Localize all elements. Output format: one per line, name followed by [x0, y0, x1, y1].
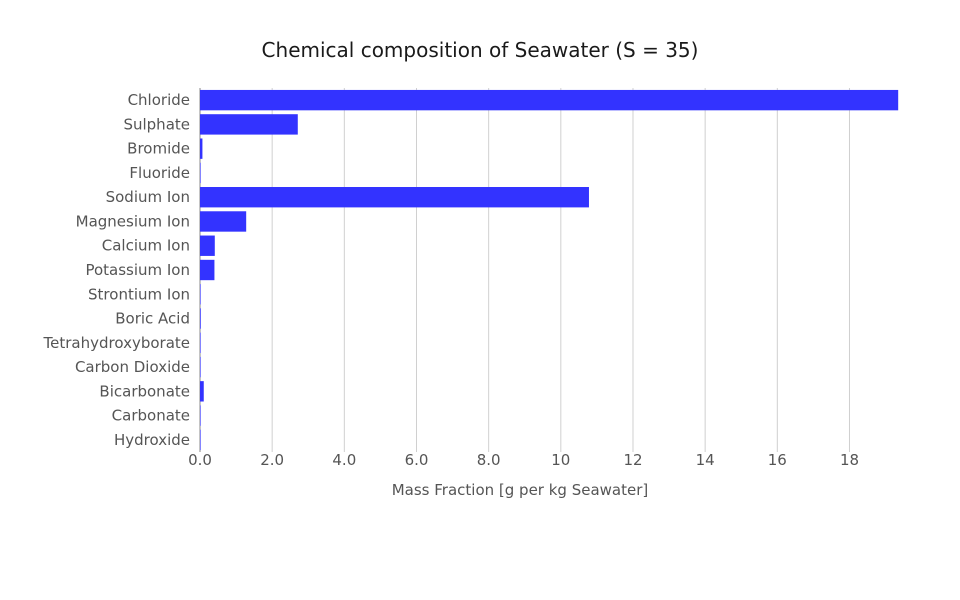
category-labels: Chloride Sulphate Bromide Fluoride Sodium Io… [43, 91, 190, 449]
x-tick-label: 18 [840, 451, 859, 469]
category-label: Carbonate [112, 407, 190, 425]
x-tick-labels: 0.0 2.0 4.0 6.0 8.0 10 12 14 16 18 [188, 451, 859, 469]
bar [200, 235, 215, 256]
category-label: Fluoride [129, 164, 190, 182]
bar [200, 429, 201, 451]
bar [200, 138, 203, 159]
x-tick-label: 2.0 [260, 451, 284, 469]
category-label: Magnesium Ion [76, 212, 190, 230]
x-tick-label: 12 [623, 451, 642, 469]
x-tick-label: 4.0 [332, 451, 356, 469]
category-label: Strontium Ion [88, 285, 190, 303]
x-tick-label: 6.0 [405, 451, 429, 469]
bar [200, 114, 298, 135]
x-axis-title: Mass Fraction [g per kg Seawater] [392, 481, 649, 499]
category-label: Bromide [127, 140, 190, 158]
x-tick-label: 10 [551, 451, 570, 469]
bar [200, 381, 204, 402]
x-tick-label: 14 [696, 451, 715, 469]
category-label: Bicarbonate [99, 382, 190, 400]
bar [200, 356, 201, 378]
category-label: Calcium Ion [102, 237, 190, 255]
category-label: Sulphate [123, 115, 190, 133]
gridlines [199, 88, 850, 452]
bar [200, 259, 215, 281]
chart-title: Chemical composition of Seawater (S = 35… [261, 38, 699, 62]
bar [200, 332, 201, 353]
x-tick-label: 0.0 [188, 451, 212, 469]
bar [200, 211, 247, 232]
bar [200, 308, 201, 329]
bar [200, 284, 201, 305]
bar [200, 89, 899, 111]
category-label: Tetrahydroxyborate [43, 334, 190, 352]
category-label: Carbon Dioxide [75, 358, 190, 376]
bar [200, 162, 201, 184]
bar [200, 405, 201, 426]
x-tick-label: 8.0 [477, 451, 501, 469]
bars [200, 89, 899, 451]
category-label: Hydroxide [114, 431, 190, 449]
category-label: Sodium Ion [106, 188, 190, 206]
bar [200, 187, 589, 208]
category-label: Potassium Ion [85, 261, 190, 279]
category-label: Boric Acid [115, 310, 190, 328]
category-label: Chloride [128, 91, 190, 109]
x-tick-label: 16 [768, 451, 787, 469]
